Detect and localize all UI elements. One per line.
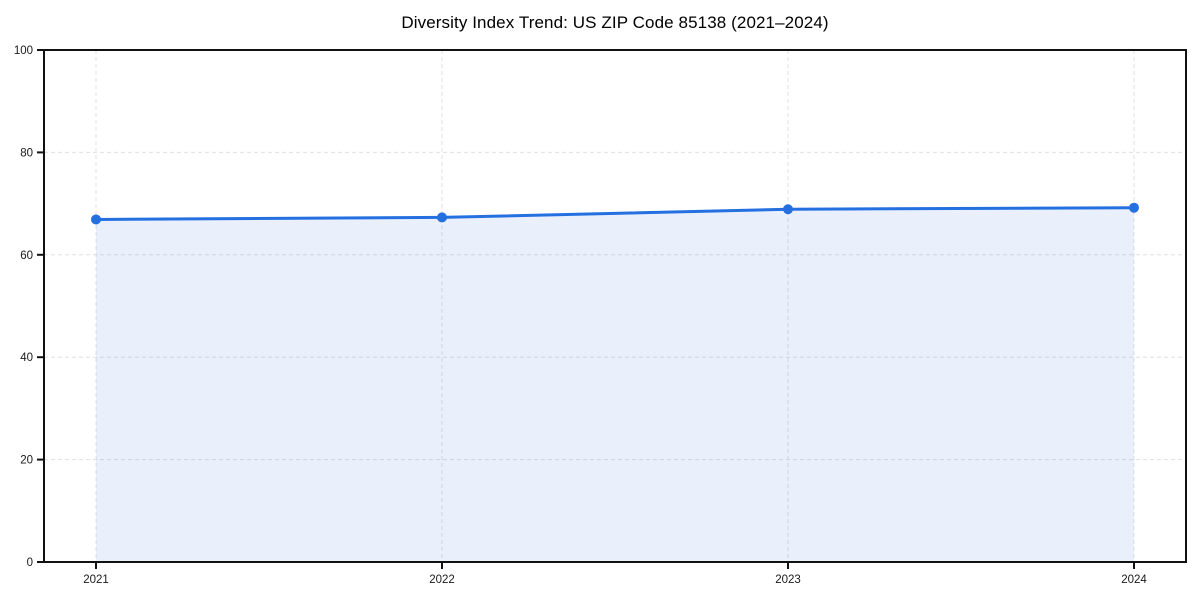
y-axis-tick-label: 100 [14,45,33,57]
x-axis-tick-label: 2024 [1121,574,1147,586]
y-axis-tick-label: 60 [20,250,33,262]
plot-border [43,49,1187,563]
y-axis-tick-label: 80 [20,147,33,159]
chart-title: Diversity Index Trend: US ZIP Code 85138… [401,13,829,32]
x-axis-tick-label: 2022 [429,574,455,586]
data-point-marker [91,214,101,225]
y-axis-tick-label: 40 [20,352,33,364]
y-axis-tick-label: 0 [27,557,33,569]
data-point-marker [783,204,793,215]
data-point-marker [437,212,447,223]
data-point-marker [1129,202,1139,213]
trend-line [94,206,1136,221]
y-axis-tick-label: 20 [20,455,33,467]
x-axis-tick-label: 2023 [775,574,801,586]
area-fill [96,207,1134,563]
x-axis-tick-label: 2021 [83,574,109,586]
